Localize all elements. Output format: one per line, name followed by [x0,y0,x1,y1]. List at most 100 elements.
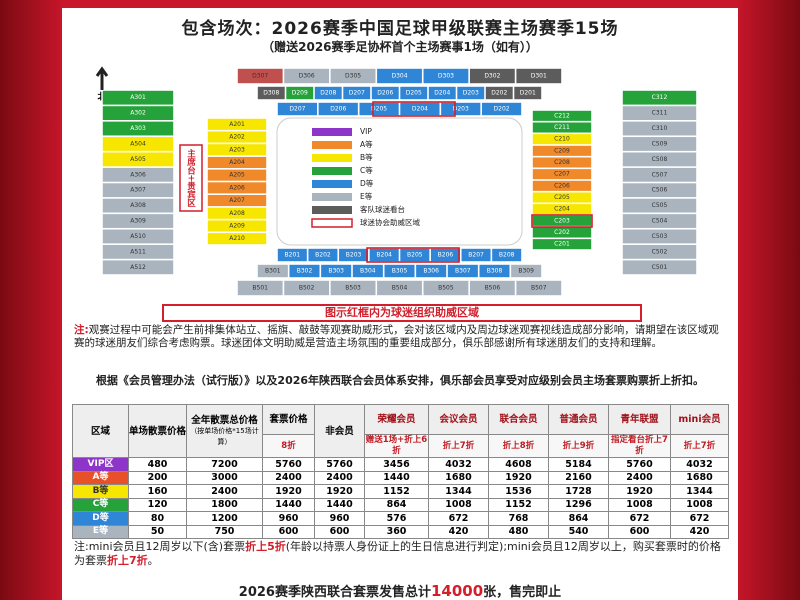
price-cell: 600 [314,524,365,539]
support-area-note: 图示红框内为球迷组织助威区域 [162,304,642,322]
section-label: B208 [499,252,515,259]
section-label: A505 [130,156,146,163]
price-cell: 200 [128,470,187,485]
price-cell: 1440 [364,470,429,485]
price-cell: 960 [262,511,315,526]
section-label: C507 [652,171,668,178]
seat-section [102,228,174,244]
seat-section [237,280,284,296]
policy: 根据《会员管理办法（试行版）》以及2026年陕西联合会员体系安排，俱乐部会员享受… [95,374,705,387]
header-cell: 青年联盟 [608,404,671,435]
note-text: 注: [74,324,89,336]
section-label: D307 [252,73,268,80]
price-cell: 576 [364,511,429,526]
seat-section [102,105,174,121]
price-cell: 1680 [670,470,729,485]
section-label: D301 [531,73,547,80]
section-label: A307 [130,187,146,194]
legend-swatch [311,218,353,228]
footnote-text: (年龄以持票人身份证上的生日信息进行判定);mini会员且12周岁以上，购买套票… [74,540,721,567]
section-label: D202 [491,90,507,97]
seat-section [207,181,267,194]
section-label: C210 [554,136,570,143]
section-label: D304 [391,73,407,80]
legend-label: A等 [360,139,373,149]
section-label: B201 [285,252,301,259]
discount-row: 8折 赠送1场+折上6折 折上7折 折上8折 折上9折 指定看台折上7折 折上7折 [73,434,729,458]
note: 注:观赛过程中可能会产生前排集体站立、摇旗、敲鼓等观赛助威形式，会对该区域内及周… [74,324,726,350]
seat-section [102,213,174,229]
seat-section [207,169,267,182]
section-label: C201 [554,241,570,248]
section-label: D209 [292,90,308,97]
header-cell: 会议会员 [428,404,489,435]
legend-label: VIP [360,127,372,136]
seat-section [102,198,174,214]
section-label: B302 [297,268,313,275]
section-label: B301 [265,268,281,275]
zone-cell: E等 [72,524,129,539]
section-label: D305 [345,73,361,80]
section-label: C504 [652,218,668,225]
section-label: B307 [455,268,471,275]
price-cell: 480 [128,457,187,472]
subtitle: （赠送2026赛季足协杯首个主场赛事1场（如有）） [262,40,538,54]
section-label: D206 [330,106,346,113]
support-frame [366,247,460,263]
seat-section [207,232,267,245]
seat-section [532,180,592,192]
seat-section [622,167,697,183]
section-label: B506 [485,285,501,292]
section-label: C310 [652,125,668,132]
final-text: 张，售完即止 [483,585,562,600]
section-label: B204 [376,252,392,259]
seat-section [469,280,516,296]
section-label: B207 [468,252,484,259]
section-label: D202 [494,106,510,113]
header-note: （按单场价格*15场计算） [190,426,259,446]
header-cell: 联合会员 [488,404,549,435]
section-label: D302 [484,73,500,80]
discount-cell: 8折 [262,434,315,458]
price-cell: 1920 [608,484,671,499]
seat-section [481,102,522,116]
zone-cell: VIP区 [72,457,129,472]
note-text: 观赛过程中可能会产生前排集体站立、摇旗、敲鼓等观赛助威形式，会对该区域内及周边球… [74,324,719,349]
seat-section [237,68,284,84]
price-cell: 160 [128,484,187,499]
seat-section [102,182,174,198]
section-label: A210 [229,235,245,242]
section-label: A302 [130,110,146,117]
section-label: B501 [252,285,268,292]
seat-section [102,151,174,167]
seat-section [257,86,286,100]
section-label: A511 [130,248,146,255]
seat-section [102,90,174,106]
seat-section [428,86,457,100]
north-label: 北 [97,91,106,103]
seat-section [622,90,697,106]
header-cell: 区域 [72,404,129,458]
support-frame [531,214,593,228]
price-cell: 1800 [186,497,263,512]
section-label: A205 [229,172,245,179]
zone-cell: D等 [72,511,129,526]
seat-section [469,68,516,84]
price-cell: 1008 [670,497,729,512]
seat-section [257,264,289,278]
header-text: 全年散票总价格 [191,414,258,426]
section-label: C205 [554,194,570,201]
seat-section [288,264,321,278]
seat-section [491,248,522,262]
final-text: 14000 [430,582,484,600]
seat-section [283,280,330,296]
price-cell: 600 [262,524,315,539]
final-line: 2026赛季陕西联合套票发售总计14000张，售完即止 [74,581,726,600]
header-cell: mini会员 [670,404,729,435]
price-cell: 864 [364,497,429,512]
price-cell: 5760 [608,457,671,472]
section-label: D207 [349,90,365,97]
footnote-text: 注:mini会员且12周岁以下(含)套票 [74,540,246,553]
section-label: D303 [438,73,454,80]
seat-section [622,228,697,244]
